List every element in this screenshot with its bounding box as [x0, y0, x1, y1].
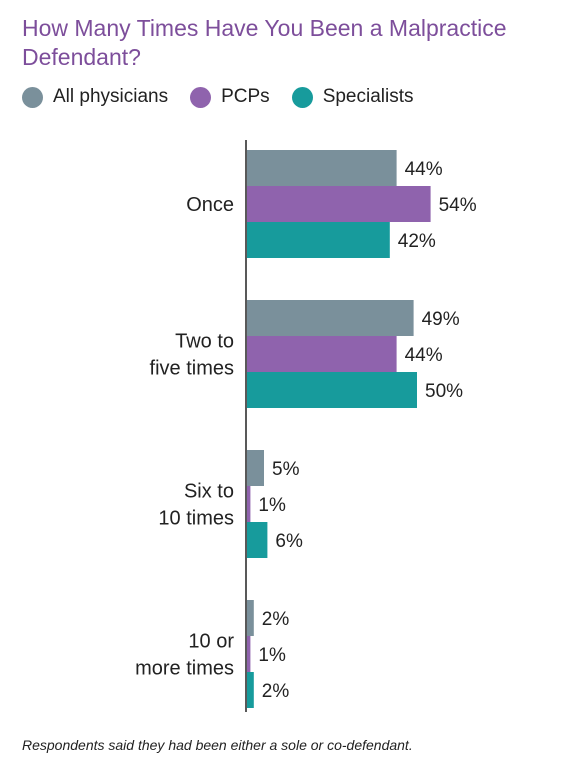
legend-swatch-pcps [190, 86, 212, 108]
category-label-six-to-10-times: Six to 10 times [158, 481, 234, 530]
data-label-10-or-more-times-pcps: 1% [258, 645, 286, 666]
category-label-10-or-more-times: 10 or more times [135, 631, 234, 680]
bar-10-or-more-times-pcps [247, 636, 251, 672]
bar-10-or-more-times-specialists [247, 672, 254, 708]
bar-two-to-five-times-all-physicians [247, 300, 414, 336]
bar-two-to-five-times-pcps [247, 336, 397, 372]
legend-item-specialists: Specialists [291, 86, 414, 108]
data-label-once-specialists: 42% [398, 231, 436, 252]
legend-label-specialists: Specialists [322, 86, 414, 107]
data-label-six-to-10-times-pcps: 1% [258, 495, 286, 516]
footnote: Respondents said they had been either a … [22, 737, 413, 753]
legend: All physicians PCPs Specialists [22, 84, 436, 110]
bar-10-or-more-times-all-physicians [247, 600, 254, 636]
bar-once-specialists [247, 222, 390, 258]
bar-once-all-physicians [247, 150, 397, 186]
bar-once-pcps [247, 186, 431, 222]
data-label-10-or-more-times-all-physicians: 2% [262, 609, 290, 630]
bar-six-to-10-times-specialists [247, 522, 268, 558]
data-label-six-to-10-times-specialists: 6% [275, 531, 303, 552]
legend-swatch-all-physicians [22, 86, 43, 108]
legend-swatch-specialists [291, 86, 313, 108]
chart-title: How Many Times Have You Been a Malpracti… [22, 15, 507, 70]
data-label-once-pcps: 54% [439, 195, 477, 216]
bar-chart: Once 44% 54%42% Two to five times 49% 44% 50% Si… [135, 140, 477, 712]
category-label-two-to-five-times: Two to five times [150, 331, 234, 380]
bar-six-to-10-times-pcps [247, 486, 251, 522]
bar-six-to-10-times-all-physicians [247, 450, 264, 486]
data-label-two-to-five-times-pcps: 44% [405, 345, 443, 366]
data-label-two-to-five-times-specialists: 50% [425, 381, 463, 402]
legend-label-pcps: PCPs [221, 86, 270, 107]
category-label-once: Once [186, 194, 234, 216]
legend-item-pcps: PCPs [190, 86, 270, 108]
bar-two-to-five-times-specialists [247, 372, 417, 408]
data-label-10-or-more-times-specialists: 2% [262, 681, 290, 702]
legend-item-all-physicians: All physicians [22, 86, 168, 108]
data-label-six-to-10-times-all-physicians: 5% [272, 459, 300, 480]
legend-label-all-physicians: All physicians [53, 86, 169, 107]
data-label-once-all-physicians: 44% [405, 159, 443, 180]
data-label-two-to-five-times-all-physicians: 49% [422, 309, 460, 330]
